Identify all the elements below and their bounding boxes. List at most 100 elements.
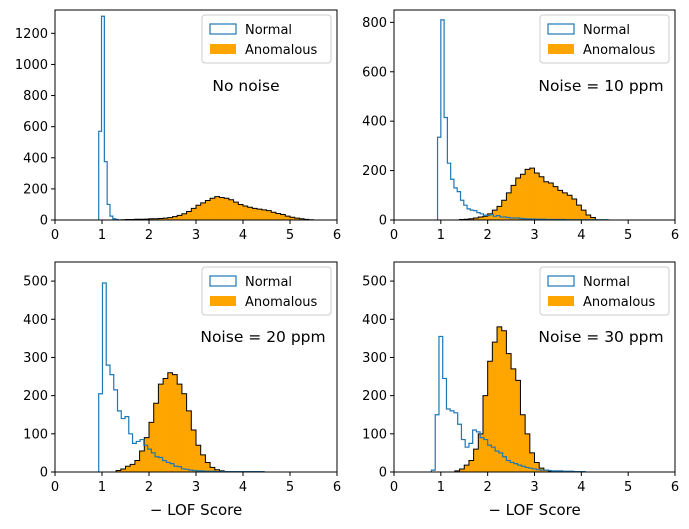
x-tick-label: 3 xyxy=(530,480,538,495)
anomalous-bar xyxy=(506,353,512,472)
anomalous-bar xyxy=(482,395,488,472)
y-tick-label: 1000 xyxy=(15,58,48,73)
x-axis-label: − LOF Score xyxy=(488,501,580,519)
x-tick-label: 4 xyxy=(577,480,585,495)
anomalous-bar xyxy=(487,361,493,472)
y-tick-label: 0 xyxy=(40,214,48,229)
anomalous-bar xyxy=(285,216,291,220)
anomalous-bar xyxy=(125,466,131,472)
x-tick-label: 2 xyxy=(484,480,492,495)
anomalous-bar xyxy=(181,213,187,220)
anomalous-bar xyxy=(525,433,531,472)
anomalous-bar xyxy=(473,218,479,220)
anomalous-bar xyxy=(196,205,201,220)
anomalous-bar xyxy=(252,208,258,220)
anomalous-bar xyxy=(511,368,517,472)
legend-swatch-anomalous xyxy=(210,44,236,54)
panel-annotation: Noise = 10 ppm xyxy=(538,77,663,95)
y-tick-label: 100 xyxy=(23,427,48,442)
x-tick-label: 6 xyxy=(671,480,679,495)
x-tick-label: 1 xyxy=(98,480,106,495)
anomalous-bar xyxy=(557,190,563,220)
anomalous-bar xyxy=(153,218,159,220)
legend-swatch-anomalous xyxy=(210,296,236,306)
anomalous-bar xyxy=(205,462,211,472)
anomalous-bar xyxy=(562,192,568,220)
anomalous-bar xyxy=(210,198,216,220)
histogram-panel-noise-10ppm: 0 1 2 3 4 5 6 0 200 400 600 800 Noise = 10 ppm Normal… xyxy=(362,9,679,243)
legend-label-normal: Normal xyxy=(245,23,292,38)
x-tick-label: 1 xyxy=(98,228,106,243)
anomalous-bar xyxy=(275,213,281,220)
legend-swatch-normal xyxy=(209,23,237,35)
anomalous-bar xyxy=(266,210,272,220)
anomalous-bar xyxy=(247,207,253,220)
anomalous-bar xyxy=(478,217,484,220)
anomalous-bar xyxy=(571,199,577,220)
anomalous-bar xyxy=(153,403,159,472)
y-tick-label: 300 xyxy=(362,351,387,366)
x-tick-label: 0 xyxy=(51,480,59,495)
anomalous-bar xyxy=(478,433,484,472)
legend-label-anomalous: Anomalous xyxy=(245,295,318,310)
anomalous-bar xyxy=(534,173,540,220)
anomalous-bar xyxy=(280,214,286,220)
anomalous-bar xyxy=(482,216,488,220)
x-tick-label: 2 xyxy=(484,228,492,243)
anomalous-bar xyxy=(238,204,244,220)
anomalous-bar xyxy=(515,178,521,220)
anomalous-bar xyxy=(543,470,549,472)
legend-label-anomalous: Anomalous xyxy=(583,295,656,310)
legend-label-anomalous: Anomalous xyxy=(245,43,318,58)
anomalous-bar xyxy=(172,374,178,472)
anomalous-bar xyxy=(200,202,206,220)
anomalous-bar xyxy=(233,202,239,220)
anomalous-bar xyxy=(158,384,164,472)
anomalous-bar xyxy=(567,195,573,220)
anomalous-bar xyxy=(214,469,220,472)
y-tick-label: 100 xyxy=(362,427,387,442)
anomalous-bar xyxy=(501,330,507,472)
y-tick-label: 200 xyxy=(362,389,387,404)
anomalous-bar xyxy=(167,372,173,472)
x-tick-label: 5 xyxy=(286,228,294,243)
anomalous-bar xyxy=(529,168,535,220)
x-axis-label: − LOF Score xyxy=(150,501,242,519)
anomalous-bar xyxy=(497,326,503,472)
anomalous-bar xyxy=(534,462,540,472)
anomalous-bar xyxy=(454,470,460,472)
anomalous-bar xyxy=(548,182,554,220)
anomalous-bar xyxy=(130,464,136,472)
anomalous-bar xyxy=(464,465,470,472)
anomalous-bar xyxy=(543,181,549,220)
anomalous-outline xyxy=(115,372,225,472)
anomalous-bar xyxy=(172,216,178,220)
anomalous-bar xyxy=(158,218,164,220)
anomalous-bar xyxy=(219,197,225,220)
panel-annotation: No noise xyxy=(212,77,279,95)
panel-annotation: Noise = 30 ppm xyxy=(538,328,663,346)
y-tick-label: 800 xyxy=(362,16,387,31)
legend: Normal Anomalous xyxy=(539,266,670,316)
anomalous-bar xyxy=(520,174,526,220)
anomalous-bar xyxy=(228,199,234,220)
anomalous-bar xyxy=(290,217,295,220)
y-tick-label: 400 xyxy=(23,313,48,328)
anomalous-bar xyxy=(181,393,187,472)
x-tick-label: 2 xyxy=(145,228,153,243)
anomalous-bar xyxy=(191,208,197,220)
histogram-panel-noise-20ppm: 0 1 2 3 4 5 6 0 100 200 300 400 500 Noise = 20 ppm − L… xyxy=(23,261,341,519)
x-tick-label: 5 xyxy=(286,480,294,495)
normal-step-line xyxy=(430,335,586,472)
x-tick-label: 6 xyxy=(671,228,679,243)
anomalous-bar xyxy=(473,449,479,472)
y-tick-label: 200 xyxy=(23,182,48,197)
y-tick-label: 500 xyxy=(23,275,48,290)
normal-step-line xyxy=(98,15,120,220)
anomalous-bar xyxy=(271,212,277,220)
x-tick-label: 3 xyxy=(192,480,200,495)
anomalous-bar xyxy=(134,460,140,472)
anomalous-bar xyxy=(120,468,126,472)
x-tick-label: 6 xyxy=(333,228,341,243)
anomalous-bar xyxy=(214,196,220,220)
